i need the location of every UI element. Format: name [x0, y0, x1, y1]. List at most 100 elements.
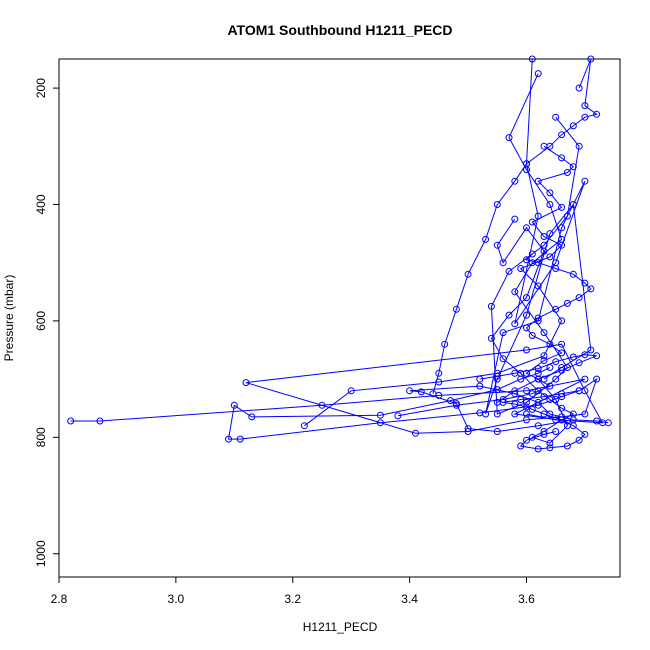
- data-point: [523, 346, 530, 354]
- data-point: [417, 388, 425, 396]
- data-point: [540, 352, 548, 360]
- data-point: [523, 160, 530, 168]
- series-line: [479, 354, 597, 403]
- data-point: [552, 375, 560, 383]
- data-point: [435, 378, 443, 386]
- data-point: [499, 355, 507, 363]
- data-point: [575, 84, 583, 92]
- data-point: [563, 442, 571, 450]
- data-point: [593, 375, 601, 383]
- data-point: [563, 299, 571, 307]
- data-point: [569, 163, 577, 171]
- data-point: [575, 294, 583, 302]
- data-point: [528, 250, 536, 258]
- y-tick-label: 200: [34, 78, 48, 98]
- data-point: [540, 329, 548, 337]
- data-point: [511, 320, 519, 328]
- data-point: [499, 259, 507, 267]
- y-tick-label: 400: [34, 194, 48, 214]
- data-point: [569, 353, 577, 361]
- data-point: [534, 387, 542, 395]
- data-point: [558, 416, 566, 424]
- data-point: [347, 387, 355, 395]
- data-point: [534, 177, 542, 185]
- data-point: [552, 113, 560, 121]
- data-point: [558, 154, 566, 162]
- data-point: [435, 369, 443, 377]
- y-tick-label: 600: [34, 311, 48, 331]
- data-point: [558, 317, 566, 325]
- data-point: [581, 410, 589, 418]
- data-point: [540, 233, 548, 240]
- data-point: [552, 265, 560, 272]
- data-point: [493, 398, 501, 406]
- data-point: [394, 412, 402, 420]
- data-point: [523, 294, 530, 302]
- x-axis-label: H1211_PECD: [303, 620, 378, 634]
- data-point: [581, 351, 589, 359]
- data-point: [505, 267, 513, 275]
- data-point: [534, 445, 542, 453]
- data-point: [452, 305, 460, 313]
- data-point: [546, 382, 554, 390]
- data-point: [534, 259, 542, 267]
- data-point: [511, 215, 519, 223]
- data-point: [540, 410, 548, 418]
- chart-title: ATOM1 Southbound H1211_PECD: [227, 22, 452, 38]
- data-point: [546, 189, 554, 197]
- data-point: [517, 442, 525, 450]
- x-tick-label: 3.0: [168, 592, 185, 606]
- data-point: [242, 379, 250, 387]
- data-point: [552, 305, 560, 313]
- data-point: [67, 417, 75, 425]
- data-point: [581, 177, 589, 185]
- data-point: [511, 177, 519, 185]
- x-tick-label: 3.4: [401, 592, 418, 606]
- data-point: [493, 372, 501, 380]
- data-point: [96, 417, 104, 425]
- data-point: [593, 110, 601, 118]
- data-point: [558, 404, 566, 412]
- data-point: [534, 375, 542, 383]
- series-layer: [67, 55, 612, 453]
- data-point: [534, 282, 542, 290]
- data-point: [528, 55, 536, 63]
- data-point: [552, 428, 560, 435]
- data-point: [569, 270, 577, 278]
- data-point: [505, 134, 513, 142]
- data-point: [523, 369, 530, 377]
- data-point: [376, 411, 384, 419]
- series-line: [227, 343, 604, 440]
- data-point: [376, 419, 384, 427]
- data-point: [558, 203, 566, 211]
- data-point: [528, 405, 536, 413]
- data-point: [552, 358, 560, 366]
- data-point: [429, 390, 437, 398]
- data-point: [511, 288, 519, 296]
- data-point: [558, 349, 566, 357]
- data-point: [552, 396, 560, 403]
- data-point: [493, 201, 501, 208]
- data-point: [523, 324, 530, 332]
- y-axis-label: Pressure (mbar): [2, 275, 16, 362]
- data-point: [511, 400, 519, 408]
- data-point: [575, 142, 583, 150]
- x-tick-label: 3.6: [518, 592, 535, 606]
- data-point: [523, 436, 530, 444]
- data-point: [569, 422, 577, 430]
- data-point: [300, 422, 308, 430]
- x-tick-label: 3.2: [284, 592, 301, 606]
- data-point: [230, 401, 238, 409]
- data-point: [575, 387, 583, 395]
- data-point: [225, 435, 232, 443]
- data-point: [558, 340, 566, 348]
- data-point: [563, 212, 571, 220]
- series-line: [397, 253, 592, 417]
- data-point: [540, 357, 548, 364]
- data-point: [587, 285, 595, 293]
- series-line: [70, 378, 609, 433]
- data-point: [511, 387, 519, 395]
- data-point: [575, 359, 583, 367]
